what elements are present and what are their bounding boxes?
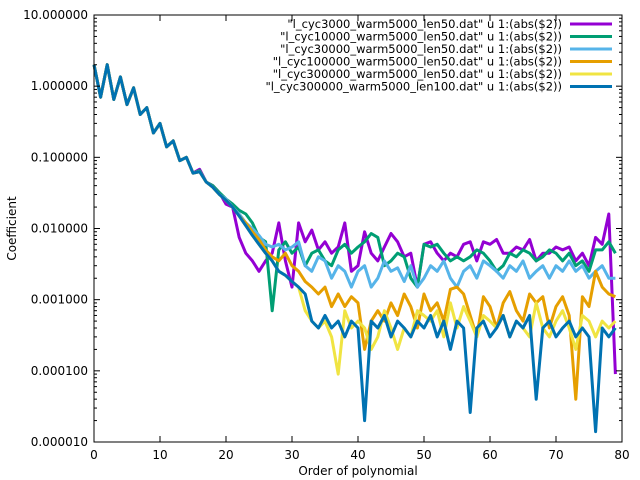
y-tick-label: 0.100000 [31,150,88,164]
y-tick-label: 0.000010 [31,435,88,449]
legend-label-2: "l_cyc10000_warm5000_len50.dat" u 1:(abs… [280,30,562,44]
y-tick-label: 0.001000 [31,293,88,307]
legend-label-3: "l_cyc30000_warm5000_len50.dat" u 1:(abs… [280,42,562,56]
ticks-layer: 0 10 20 30 40 50 60 70 80 0.000010 0.000100 0.00100… [23,8,630,462]
y-tick-label: 1.000000 [31,79,88,93]
x-tick-label: 80 [614,448,629,462]
x-tick-label: 10 [152,448,167,462]
x-tick-label: 40 [350,448,365,462]
series-layer [92,63,617,434]
legend: "l_cyc3000_warm5000_len50.dat" u 1:(abs(… [265,17,612,94]
x-tick-label: 30 [284,448,299,462]
x-tick-label: 0 [90,448,98,462]
legend-label-1: "l_cyc3000_warm5000_len50.dat" u 1:(abs(… [287,17,562,31]
series-line-6 [92,63,617,434]
legend-label-6: "l_cyc300000_warm5000_len100.dat" u 1:(a… [265,80,562,94]
y-tick-label: 10.000000 [23,8,88,22]
x-axis-label: Order of polynomial [298,464,417,478]
x-tick-label: 60 [482,448,497,462]
y-tick-label: 0.000100 [31,364,88,378]
y-tick-label: 0.010000 [31,222,88,236]
legend-label-4: "l_cyc100000_warm5000_len50.dat" u 1:(ab… [273,55,562,69]
x-tick-label: 20 [218,448,233,462]
y-axis-label: Coefficient [5,196,19,261]
x-tick-label: 70 [548,448,563,462]
legend-label-5: "l_cyc300000_warm5000_len50.dat" u 1:(ab… [273,67,562,81]
x-tick-label: 50 [416,448,431,462]
